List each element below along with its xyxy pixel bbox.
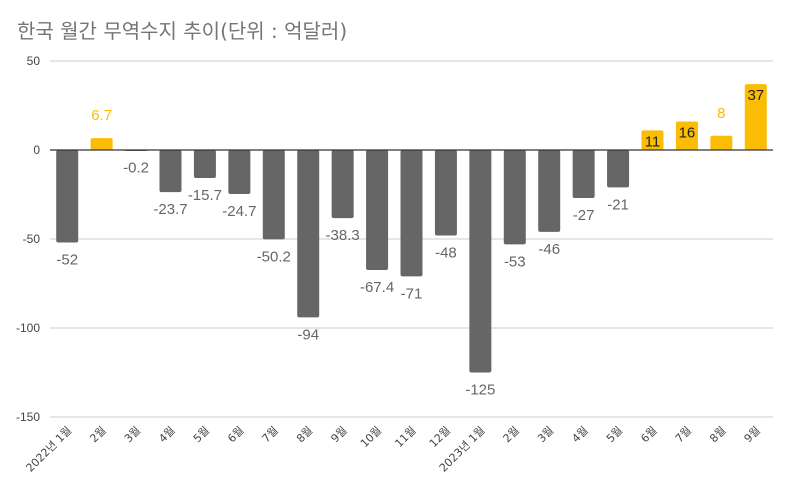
data-label: -67.4: [360, 279, 394, 296]
bar[interactable]: [538, 150, 561, 232]
bar[interactable]: [297, 150, 320, 318]
bar[interactable]: [641, 130, 664, 150]
y-tick-label: 0: [33, 143, 40, 157]
x-tick-label: 10월: [358, 424, 384, 450]
y-tick-label: -100: [16, 321, 40, 335]
x-tick-label: 9월: [742, 424, 763, 445]
data-label: -53: [504, 253, 526, 270]
y-tick-label: 50: [27, 54, 41, 68]
data-label: -125: [465, 382, 495, 399]
bar[interactable]: [331, 150, 354, 219]
y-tick-label: -150: [16, 410, 40, 424]
x-tick-label: 6월: [638, 424, 659, 445]
x-tick-label: 11월: [392, 424, 418, 450]
bar[interactable]: [675, 121, 698, 150]
data-label: -46: [538, 241, 560, 258]
x-tick-label: 8월: [294, 424, 315, 445]
x-tick-label: 5월: [191, 424, 212, 445]
bar[interactable]: [607, 150, 630, 188]
bar[interactable]: [572, 150, 595, 199]
x-tick-label: 6월: [225, 424, 246, 445]
x-tick-label: 5월: [604, 424, 625, 445]
bar[interactable]: [228, 150, 251, 194]
x-tick-label: 2월: [87, 424, 108, 445]
x-tick-label: 4월: [156, 424, 177, 445]
data-label: 16: [679, 125, 696, 142]
bar[interactable]: [159, 150, 182, 193]
data-label: -15.7: [188, 187, 222, 204]
data-label: -24.7: [222, 203, 256, 220]
bar[interactable]: [262, 150, 285, 240]
bar[interactable]: [56, 150, 79, 243]
data-label: 6.7: [91, 107, 112, 124]
bar[interactable]: [469, 150, 492, 373]
x-tick-label: 3월: [122, 424, 143, 445]
data-label: -23.7: [153, 201, 187, 218]
bar[interactable]: [90, 138, 113, 150]
x-tick-label: 3월: [535, 424, 556, 445]
x-tick-label: 12월: [427, 424, 453, 450]
data-label: 37: [747, 87, 764, 104]
bar[interactable]: [366, 150, 389, 270]
data-label: -50.2: [257, 248, 291, 265]
y-axis-ticks: 50 0 -50 -100 -150: [16, 54, 40, 424]
x-tick-label: 2022년 1월: [24, 424, 75, 475]
x-tick-label: 2월: [501, 424, 522, 445]
bar[interactable]: [193, 150, 216, 178]
x-tick-label: 7월: [673, 424, 694, 445]
data-label: -52: [56, 252, 78, 269]
data-labels: -52 6.7 -0.2 -23.7-15.7-24.7 -50.2 -94 -38.3 -6…: [56, 87, 764, 398]
x-tick-label: 9월: [328, 424, 349, 445]
chart-title: 한국 월간 무역수지 추이(단위 : 억달러): [17, 19, 348, 43]
data-label: -94: [297, 326, 319, 343]
bar[interactable]: [434, 150, 457, 236]
x-tick-label: 8월: [707, 424, 728, 445]
bar[interactable]: [400, 150, 423, 277]
data-label: -21: [607, 196, 629, 213]
data-label: -48: [435, 244, 457, 261]
data-label: -71: [401, 285, 423, 302]
data-label: -0.2: [123, 159, 149, 176]
y-tick-label: -50: [23, 232, 41, 246]
bar[interactable]: [710, 135, 733, 150]
bar[interactable]: [744, 84, 767, 150]
data-label: 8: [717, 105, 725, 122]
data-label: -27: [573, 207, 595, 224]
x-tick-label: 7월: [260, 424, 281, 445]
data-label: -38.3: [326, 227, 360, 244]
data-label: 11: [645, 133, 661, 150]
x-tick-label: 4월: [569, 424, 590, 445]
bars: [56, 84, 767, 373]
bar[interactable]: [503, 150, 526, 245]
